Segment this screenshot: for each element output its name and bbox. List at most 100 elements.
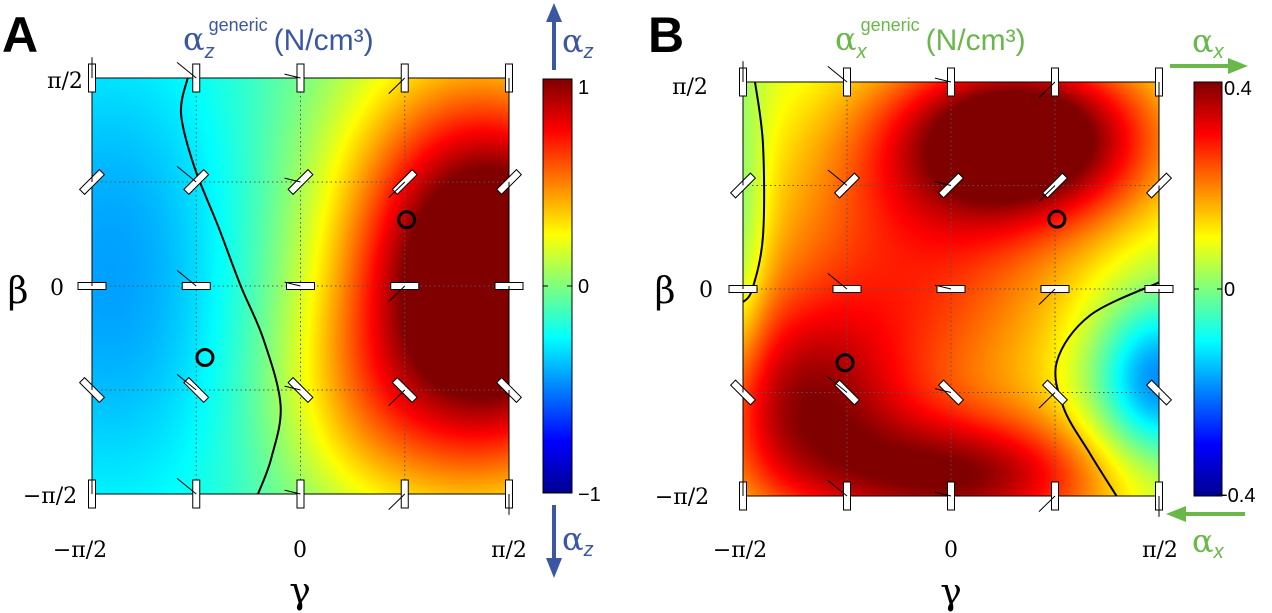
orientation-glyphs-a [77,57,524,515]
orientation-glyph [77,265,107,290]
y-tick-b-top: π/2 [672,75,708,100]
title-a-subscript: z [204,41,215,63]
alpha-x-right-arrow [1170,58,1248,74]
orientation-glyphs-b [728,61,1174,517]
orientation-glyph [284,168,314,196]
orientation-glyph [934,172,965,199]
y-label-b: β [655,271,676,312]
orientation-glyph [495,168,523,203]
markers-b [835,209,1067,373]
orientation-glyph [495,376,523,411]
orientation-glyph [1038,67,1059,98]
y-tick-a-bot: −π/2 [23,484,77,509]
colorbar-a-max: 1 [578,77,589,99]
title-b-units: (N/cm³) [926,24,1026,57]
y-tick-a-mid: 0 [50,276,64,301]
orientation-glyph [728,268,758,293]
x-tick-a-right: π/2 [491,538,527,563]
colorbar-a-zero: 0 [578,276,589,298]
orientation-glyph [284,281,315,290]
orientation-glyph [284,479,305,509]
orientation-glyph [388,63,409,94]
alpha-z-down-label: αz [562,520,594,561]
orientation-glyph [1154,481,1163,517]
orientation-glyph [1038,379,1069,409]
circle-marker [195,348,215,368]
orientation-glyph [739,475,748,511]
title-a-symbol: α [183,20,205,58]
title-b-symbol: α [835,20,857,58]
orientation-glyph [388,376,418,406]
orientation-glyph [934,67,955,97]
title-a-superscript: generic [209,15,268,35]
orientation-glyph [176,478,201,509]
panel-b-title: αx generic (N/cm³) [835,15,1026,63]
colorbar-b-zero: 0 [1224,279,1235,301]
orientation-glyph [729,164,757,199]
orientation-glyph [176,270,211,290]
orientation-glyph [504,63,513,99]
orientation-glyph [88,57,97,93]
orientation-glyph [729,371,757,406]
alpha-z-up-arrow [546,3,562,70]
orientation-glyph [388,168,418,198]
alpha-x-right-label: αx [1192,22,1225,63]
orientation-glyph [827,66,852,97]
panel-a-title: αz generic (N/cm³) [183,15,374,63]
orientation-glyph [1038,172,1069,202]
orientation-glyph [1145,172,1173,207]
markers-a [195,210,417,368]
alpha-x-left-arrow [1166,506,1245,522]
orientation-glyph [176,62,201,93]
x-tick-b-right: π/2 [1142,538,1178,563]
orientation-glyph [78,369,106,404]
orientation-glyph [284,376,314,404]
y-tick-a-top: π/2 [47,69,83,94]
alpha-x-left-label: αx [1192,522,1225,563]
orientation-glyph [88,473,97,509]
y-tick-b-bot: −π/2 [655,485,709,510]
x-tick-b-left: −π/2 [713,538,767,563]
x-tick-a-mid: 0 [293,538,307,563]
orientation-glyph [284,63,305,93]
orientation-glyph [739,61,748,97]
y-label-a: β [8,271,29,312]
orientation-glyph [176,374,210,404]
panel-label-b: B [648,7,684,63]
orientation-glyph [176,166,210,196]
title-b-subscript: x [856,41,868,63]
zero-contour-b-right [1054,281,1159,496]
orientation-glyph [388,282,420,302]
zero-contour-b-left [743,82,766,303]
orientation-glyph [388,479,409,510]
title-a-units: (N/cm³) [274,24,374,57]
panel-b: B αx generic (N/cm³) π/2 0 −π/2 −π/2 0 π/2… [648,7,1255,613]
title-b-superscript: generic [861,15,920,35]
circle-marker [397,210,417,230]
zero-contour-a [179,78,282,494]
orientation-glyph [827,376,861,406]
colorbar-a-min: −1 [578,484,601,506]
orientation-glyph [1038,481,1059,512]
alpha-z-up-label: αz [562,22,594,63]
orientation-glyph [934,284,966,293]
alpha-z-down-arrow [546,505,562,578]
circle-marker [1047,209,1067,229]
orientation-glyph [827,273,862,293]
orientation-glyph [494,282,524,307]
x-label-b: γ [940,572,962,613]
orientation-glyph [1154,67,1163,103]
y-tick-b-mid: 0 [699,278,713,303]
orientation-glyph [504,479,513,515]
colorbar-b-max: 0.4 [1224,78,1252,100]
colorbar-b-min: −0.4 [1216,485,1255,507]
orientation-glyph [934,481,955,511]
circle-marker [835,353,855,373]
orientation-glyph [1144,285,1174,310]
orientation-glyph [1145,379,1173,414]
x-tick-b-mid: 0 [944,538,958,563]
orientation-glyph [934,379,965,406]
orientation-glyph [78,161,106,196]
x-tick-a-left: −π/2 [53,538,107,563]
